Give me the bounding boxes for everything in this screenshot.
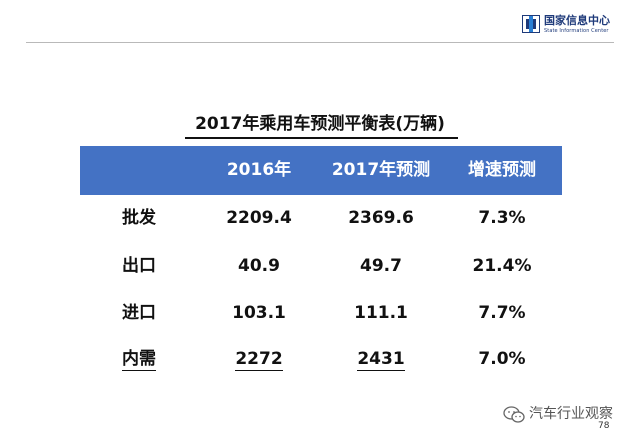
cell-wholesale-2017: 2369.6	[348, 208, 414, 228]
cell-wholesale-growth: 7.3%	[478, 208, 526, 228]
column-header-growth-forecast: 增速预测	[468, 160, 536, 180]
cell-wholesale-2016: 2209.4	[226, 208, 292, 228]
cell-domestic-2017: 2431	[320, 346, 442, 372]
cell-export-2016: 40.9	[238, 256, 280, 276]
cell-domestic-2016-text: 2272	[235, 349, 283, 371]
column-header-2017-forecast: 2017年预测	[331, 160, 431, 180]
cell-import-2016: 103.1	[232, 303, 286, 323]
cell-export-2017: 49.7	[360, 256, 402, 276]
cell-export-growth: 21.4%	[472, 256, 532, 276]
table-title: 2017年乘用车预测平衡表(万辆)	[195, 114, 445, 134]
cell-domestic-2016: 2272	[198, 346, 320, 372]
watermark-text: 汽车行业观察	[529, 406, 613, 422]
wechat-icon	[503, 406, 525, 423]
cell-domestic-growth: 7.0%	[478, 349, 526, 369]
logo-english-name: State Information Center	[544, 28, 609, 34]
row-label-wholesale: 批发	[122, 208, 156, 228]
logo-mark-icon	[522, 15, 540, 33]
organization-logo: 国家信息中心 State Information Center	[522, 13, 622, 37]
row-label-domestic-demand-text: 内需	[122, 349, 156, 371]
cell-import-2017: 111.1	[354, 303, 408, 323]
page-number: 78	[598, 421, 610, 431]
row-label-export: 出口	[122, 256, 156, 276]
title-underline	[185, 137, 458, 139]
row-label-domestic-demand: 内需	[80, 346, 198, 372]
column-header-2016: 2016年	[226, 160, 292, 180]
table-header-row	[80, 146, 562, 195]
row-label-import: 进口	[122, 303, 156, 323]
header-divider	[26, 42, 614, 43]
logo-chinese-name: 国家信息中心	[544, 14, 610, 27]
cell-import-growth: 7.7%	[478, 303, 526, 323]
cell-domestic-2017-text: 2431	[357, 349, 405, 371]
